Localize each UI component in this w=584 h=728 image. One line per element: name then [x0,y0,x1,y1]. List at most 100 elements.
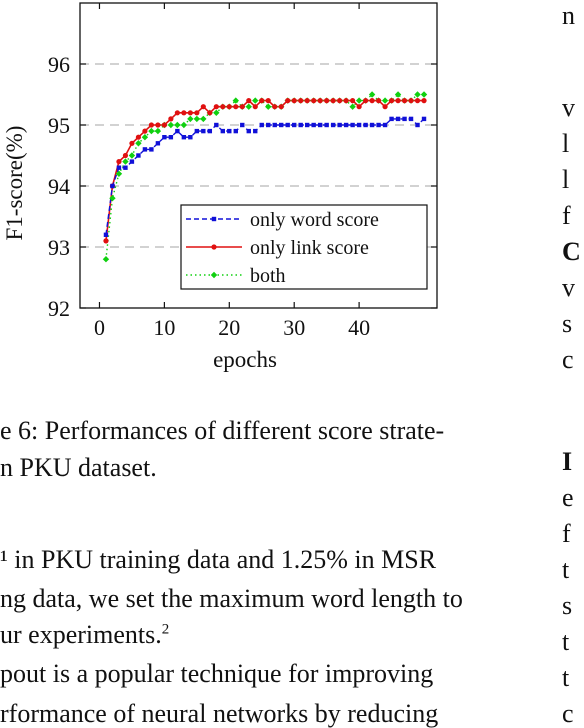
series-markers [102,91,428,263]
data-point [356,104,362,110]
body-text-line-1: ¹ in PKU training data and 1.25% in MSR [0,545,437,574]
data-point [187,115,194,123]
data-point [129,159,135,164]
data-point [291,98,297,104]
data-point [246,98,252,104]
y-axis-title: F1-score(%) [2,126,27,241]
data-point [395,98,401,104]
data-point [213,109,220,116]
data-point [330,98,336,104]
axis-ticks [80,3,437,309]
data-point [102,256,110,263]
data-point [363,122,368,128]
data-point [278,104,284,110]
data-point [350,98,356,104]
y-tick-label: 95 [48,113,70,138]
data-point [181,110,187,116]
body-text-line-2: ng data, we set the maximum word length … [0,584,463,613]
data-point [414,98,421,104]
data-point [200,115,207,123]
data-point [232,97,239,104]
data-point [389,116,394,122]
data-point [129,140,135,146]
data-point [382,122,388,128]
data-point [214,122,219,128]
data-point [311,98,317,104]
body-text-line-5: rformance of neural networks by reducing [0,699,439,728]
x-tick-label: 20 [218,315,240,340]
data-point [149,147,154,152]
data-point [420,91,428,98]
data-point [168,116,174,122]
data-point [369,122,375,128]
data-point [337,122,342,128]
data-point [292,122,297,128]
data-point [350,122,355,128]
data-point [201,128,206,134]
data-point [142,147,148,152]
figure-caption-line-2: n PKU dataset. [0,453,157,482]
right-column-letter: l [562,129,570,158]
y-tick-label: 96 [48,52,70,77]
data-point [213,104,219,110]
data-point [116,159,122,165]
data-point [207,110,213,116]
x-tick-label: 0 [94,315,105,340]
data-point [174,121,181,129]
data-point [220,104,226,110]
data-point [240,122,245,128]
right-column-letter: c [562,699,574,728]
data-point [155,141,161,146]
data-point [246,128,251,134]
data-point [252,97,259,104]
data-point [395,116,401,122]
figure-caption-line-1: e 6: Performances of different score str… [0,416,445,445]
data-point [233,128,238,134]
data-point [343,98,349,104]
data-point [394,91,402,98]
data-point [253,128,258,134]
data-point [122,152,129,159]
data-point [207,128,213,134]
data-point [382,104,388,110]
y-tick-label: 93 [48,235,70,260]
right-column-letter: v [562,93,575,122]
data-point [193,115,201,123]
body-text-line-3: ur experiments.2 [0,622,169,648]
right-column-letter: t [562,663,570,692]
x-tick-label: 30 [283,315,305,340]
right-column-letter: f [562,201,571,230]
data-point [155,122,161,128]
right-column-letter: e [562,483,574,512]
data-point [161,122,167,128]
right-column-letter: f [562,519,571,548]
right-column-letter: t [562,627,570,656]
data-point [298,98,304,104]
body-text-line-4: pout is a popular technique for improvin… [0,659,434,688]
body-text-line-3-text: ur experiments. [0,620,162,649]
data-point [239,104,245,110]
data-point [272,104,278,110]
data-point [265,98,271,104]
data-point [311,122,316,128]
right-column-letter: C [562,237,581,266]
data-point [408,98,414,104]
legend-label: both [250,265,286,287]
data-point [337,98,343,104]
y-tick-label: 94 [48,174,70,199]
right-column-letter: s [562,309,573,338]
data-point [252,104,258,110]
data-point [148,122,154,128]
right-column-letter: v [562,273,575,302]
data-point [135,140,142,147]
data-point [110,183,115,189]
data-point [265,103,272,110]
legend-marker [210,271,218,279]
data-point [304,122,310,128]
data-point [181,135,187,140]
data-point [135,134,142,140]
data-point [369,98,375,104]
data-point [330,122,336,128]
data-point [259,122,264,128]
data-point [272,122,277,128]
